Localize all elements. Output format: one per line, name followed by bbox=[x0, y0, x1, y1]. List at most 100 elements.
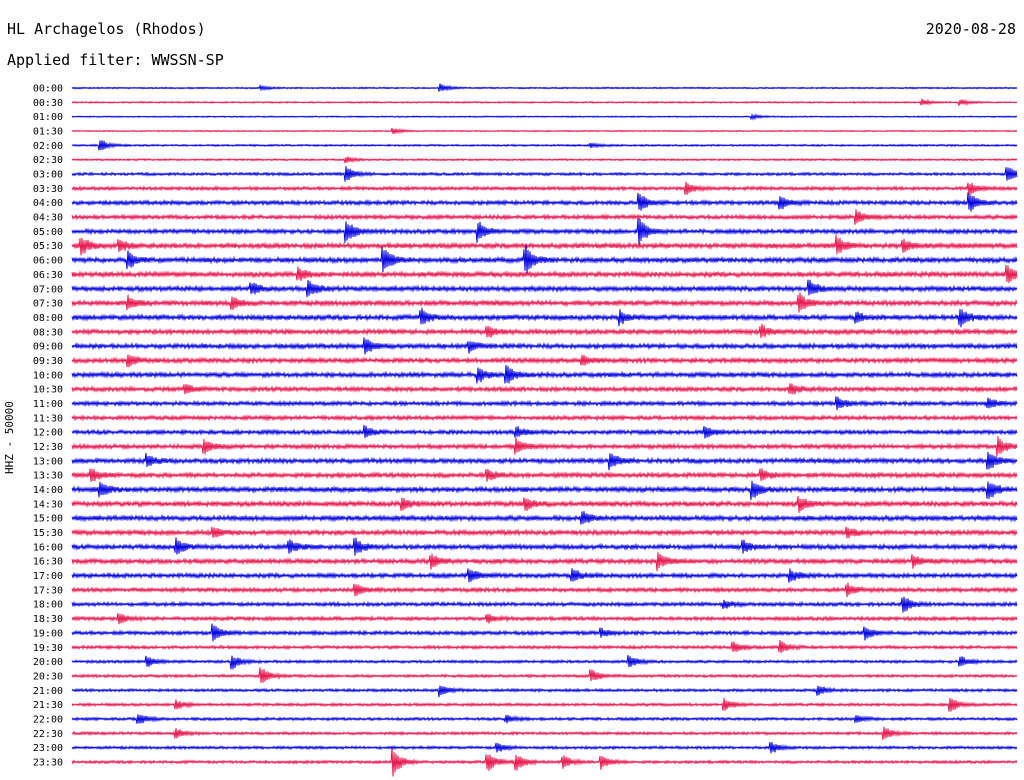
row-time-label: 20:30 bbox=[33, 671, 63, 682]
row-time-label: 00:30 bbox=[33, 98, 63, 109]
trace-line bbox=[71, 354, 1018, 368]
trace-line bbox=[71, 425, 1018, 439]
trace-line bbox=[71, 480, 1018, 501]
row-time-label: 19:00 bbox=[33, 628, 63, 639]
row-time-label: 09:30 bbox=[33, 356, 63, 367]
row-time-label: 19:30 bbox=[33, 643, 63, 654]
trace-line bbox=[71, 511, 1018, 525]
row-time-label: 05:00 bbox=[33, 227, 63, 238]
row-time-label: 21:30 bbox=[33, 700, 63, 711]
trace-line bbox=[71, 192, 1018, 212]
row-time-label: 06:30 bbox=[33, 270, 63, 281]
station-title: HL Archagelos (Rhodos) bbox=[7, 20, 206, 38]
row-time-label: 15:30 bbox=[33, 528, 63, 539]
trace-line bbox=[71, 697, 1018, 712]
row-time-label: 00:00 bbox=[33, 84, 63, 95]
trace-line bbox=[71, 726, 1018, 741]
trace-line bbox=[71, 654, 1018, 670]
trace-line bbox=[71, 451, 1018, 471]
row-time-label: 03:00 bbox=[33, 170, 63, 181]
row-time-label: 03:30 bbox=[33, 184, 63, 195]
row-time-label: 18:30 bbox=[33, 614, 63, 625]
row-time-label: 01:00 bbox=[33, 112, 63, 123]
trace-line bbox=[71, 140, 1018, 151]
row-time-label: 16:30 bbox=[33, 557, 63, 568]
trace-line bbox=[71, 496, 1018, 513]
row-time-label: 15:00 bbox=[33, 514, 63, 525]
trace-line bbox=[71, 218, 1018, 245]
trace-line bbox=[71, 436, 1018, 457]
row-time-label: 14:00 bbox=[33, 485, 63, 496]
row-time-label: 16:00 bbox=[33, 542, 63, 553]
row-time-label: 12:30 bbox=[33, 442, 63, 453]
trace-line bbox=[71, 127, 1018, 135]
row-time-label: 02:00 bbox=[33, 141, 63, 152]
row-time-label: 01:30 bbox=[33, 127, 63, 138]
trace-line bbox=[71, 181, 1018, 195]
trace-line bbox=[71, 747, 1018, 777]
trace-line bbox=[71, 265, 1018, 283]
trace-line bbox=[71, 337, 1018, 355]
trace-line bbox=[71, 156, 1018, 164]
row-time-label: 07:00 bbox=[33, 284, 63, 295]
trace-line bbox=[71, 468, 1018, 482]
row-time-label: 14:30 bbox=[33, 499, 63, 510]
row-time-label: 17:30 bbox=[33, 585, 63, 596]
row-time-label: 06:00 bbox=[33, 256, 63, 267]
trace-line bbox=[71, 552, 1018, 572]
row-time-label: 11:30 bbox=[33, 413, 63, 424]
trace-line bbox=[71, 741, 1018, 754]
trace-line bbox=[71, 667, 1018, 683]
trace-line bbox=[71, 639, 1018, 653]
row-time-label: 17:00 bbox=[33, 571, 63, 582]
row-time-label: 10:00 bbox=[33, 370, 63, 381]
row-time-label: 22:00 bbox=[33, 714, 63, 725]
trace-line bbox=[71, 685, 1018, 698]
trace-line bbox=[71, 568, 1018, 583]
trace-line bbox=[71, 537, 1018, 556]
row-time-label: 08:30 bbox=[33, 327, 63, 338]
trace-line bbox=[71, 292, 1018, 313]
filter-label: Applied filter: WWSSN-SP bbox=[7, 51, 224, 69]
row-time-label: 11:00 bbox=[33, 399, 63, 410]
row-time-label: 13:00 bbox=[33, 456, 63, 467]
row-time-label: 04:00 bbox=[33, 198, 63, 209]
row-time-label: 23:30 bbox=[33, 757, 63, 768]
trace-line bbox=[71, 83, 1018, 92]
row-time-label: 22:30 bbox=[33, 729, 63, 740]
trace-line bbox=[71, 414, 1018, 422]
trace-line bbox=[71, 279, 1018, 298]
row-time-label: 20:00 bbox=[33, 657, 63, 668]
trace-line bbox=[71, 383, 1018, 395]
row-time-label: 02:30 bbox=[33, 155, 63, 166]
trace-line bbox=[71, 623, 1018, 642]
trace-line bbox=[71, 364, 1018, 384]
row-time-label: 23:00 bbox=[33, 743, 63, 754]
row-time-label: 10:30 bbox=[33, 385, 63, 396]
row-time-label: 05:30 bbox=[33, 241, 63, 252]
trace-line bbox=[71, 526, 1018, 539]
row-time-label: 12:00 bbox=[33, 428, 63, 439]
trace-line bbox=[71, 234, 1018, 256]
plot-date: 2020-08-28 bbox=[925, 20, 1016, 38]
trace-line bbox=[71, 245, 1018, 274]
row-time-label: 04:30 bbox=[33, 213, 63, 224]
trace-line bbox=[71, 307, 1018, 328]
trace-line bbox=[71, 209, 1018, 225]
row-time-label: 21:00 bbox=[33, 686, 63, 697]
row-time-label: 18:00 bbox=[33, 600, 63, 611]
trace-line bbox=[71, 113, 1018, 121]
row-time-label: 09:00 bbox=[33, 342, 63, 353]
row-time-label: 13:30 bbox=[33, 471, 63, 482]
trace-line bbox=[71, 596, 1018, 613]
trace-line bbox=[71, 613, 1018, 625]
trace-line bbox=[71, 323, 1018, 339]
row-time-label: 08:00 bbox=[33, 313, 63, 324]
trace-line bbox=[71, 396, 1018, 411]
trace-line bbox=[71, 98, 1018, 106]
trace-line bbox=[71, 166, 1018, 182]
trace-line bbox=[71, 714, 1018, 724]
row-time-label: 07:30 bbox=[33, 299, 63, 310]
trace-line bbox=[71, 582, 1018, 598]
